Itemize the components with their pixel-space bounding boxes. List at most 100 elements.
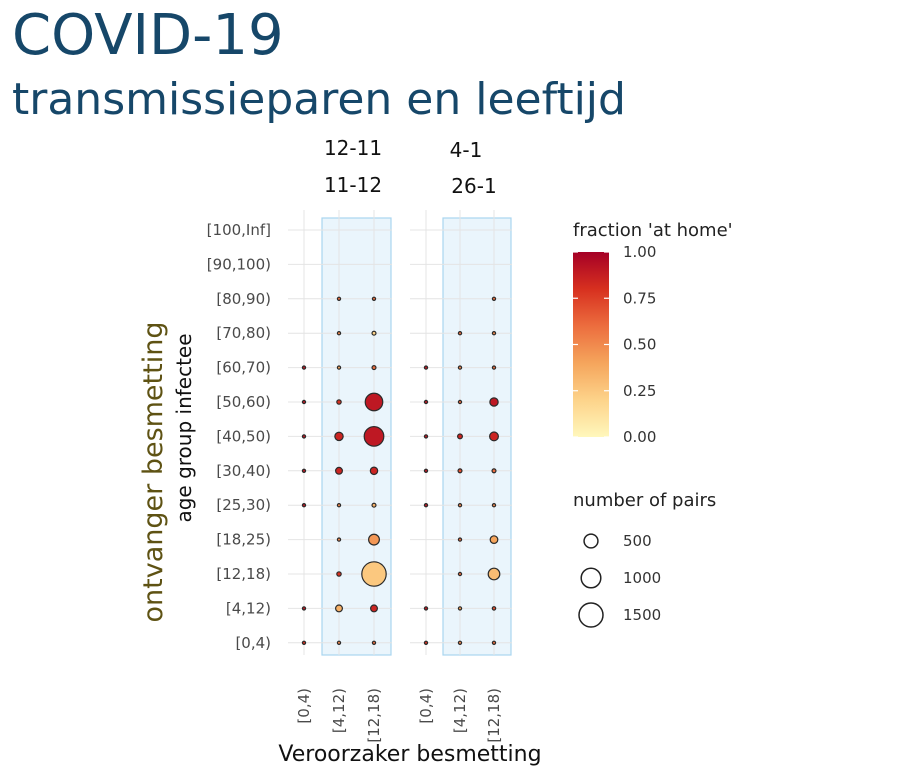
data-point (336, 503, 342, 508)
x-tick-labels: [0,4) [4,12) [12,18) [0,4) [4,12) [12,18) (295, 688, 503, 743)
data-point (491, 503, 497, 508)
panel-1 (288, 210, 392, 656)
data-point (491, 331, 497, 336)
data-point (487, 567, 501, 581)
page-subtitle: transmissieparen en leeftijd (12, 74, 626, 125)
data-point (336, 640, 342, 646)
data-point (335, 466, 343, 475)
size-legend-title: number of pairs (573, 490, 716, 511)
data-point (301, 606, 307, 611)
data-point (423, 640, 429, 646)
data-point (423, 434, 429, 439)
data-point (363, 426, 385, 447)
page-title: COVID-19 (12, 3, 284, 68)
data-point (423, 503, 429, 508)
color-legend-title: fraction 'at home' (573, 220, 733, 241)
data-point (457, 606, 463, 611)
data-point (364, 392, 384, 412)
data-point (457, 571, 463, 577)
y-tick-label: [0,4) (235, 634, 271, 652)
data-point (301, 399, 307, 405)
data-point (491, 296, 497, 301)
data-point (423, 365, 429, 370)
data-point (369, 466, 379, 476)
data-point (423, 399, 429, 405)
data-point (423, 606, 429, 611)
data-point (491, 606, 497, 611)
data-point (301, 503, 307, 508)
y-tick-label: [4,12) (226, 599, 271, 617)
panel1-period-label-1: 12-11 (324, 136, 382, 160)
y-axis-sublabel: age group infectee (172, 333, 196, 522)
y-tick-label: [80,90) (216, 290, 271, 308)
x-tick-label: [12,18) (485, 688, 503, 743)
data-point (489, 535, 499, 544)
y-tick-label: [18,25) (216, 531, 271, 549)
size-legend-circle (580, 567, 602, 589)
data-point (336, 365, 342, 370)
panel1-period-label-2: 11-12 (324, 173, 382, 197)
data-point (457, 365, 463, 370)
color-legend-tick-label: 1.00 (623, 243, 656, 261)
data-point (457, 640, 463, 646)
data-point (301, 434, 307, 439)
data-point (489, 431, 499, 442)
color-legend-tick-label: 0.25 (623, 382, 656, 400)
size-legend-circle (583, 533, 599, 549)
color-legend-bar (573, 252, 609, 437)
data-point (301, 365, 307, 370)
data-point (371, 330, 377, 336)
panel-2 (410, 210, 512, 656)
data-point (336, 399, 342, 405)
data-point (371, 640, 377, 646)
data-point (457, 331, 463, 336)
data-point (301, 468, 307, 473)
color-legend-tick-label: 0.50 (623, 336, 656, 354)
y-tick-label: [50,60) (216, 393, 271, 411)
panel2-period-label-1: 4-1 (450, 138, 483, 162)
size-legend-label: 1500 (623, 606, 661, 624)
data-point (457, 433, 464, 440)
data-point (368, 533, 380, 546)
y-tick-label: [70,80) (216, 324, 271, 342)
data-point (371, 296, 377, 301)
size-legend-items: 500 1000 1500 (578, 532, 661, 628)
data-point (371, 365, 377, 371)
data-point (336, 571, 342, 577)
data-point (361, 561, 387, 587)
panel2-period-label-2: 26-1 (451, 174, 496, 198)
y-tick-label: [25,30) (216, 496, 271, 514)
x-tick-label: [0,4) (295, 688, 313, 724)
panels-group (288, 210, 512, 656)
y-tick-label: [100,Inf] (207, 221, 271, 239)
y-tick-label: [12,18) (216, 565, 271, 583)
y-tick-labels: [0,4) [4,12) [12,18) [18,25) [25,30) [30,40) [… (207, 221, 271, 652)
y-axis-label: ontvanger besmetting (138, 322, 169, 623)
data-point (423, 468, 429, 473)
data-point (457, 399, 463, 405)
data-point (491, 468, 497, 474)
color-legend-tick-label: 0.75 (623, 289, 656, 307)
x-tick-label: [0,4) (417, 688, 435, 724)
y-tick-label: [90,100) (207, 255, 271, 273)
data-point (457, 503, 463, 508)
x-axis-label: Veroorzaker besmetting (278, 742, 541, 767)
data-point (491, 640, 497, 646)
x-tick-label: [12,18) (365, 688, 383, 743)
data-point (457, 468, 463, 474)
data-point (457, 537, 463, 542)
data-point (489, 397, 499, 407)
x-tick-label: [4,12) (330, 688, 348, 733)
data-point (336, 537, 342, 542)
size-legend-label: 500 (623, 532, 652, 550)
x-tick-label: [4,12) (451, 688, 469, 733)
data-point (336, 331, 342, 336)
data-point (334, 431, 344, 442)
data-point (371, 502, 377, 508)
color-legend-tick-label: 0.00 (623, 428, 656, 446)
y-tick-label: [40,50) (216, 427, 271, 445)
size-legend-label: 1000 (623, 569, 661, 587)
data-point (491, 365, 497, 370)
y-tick-label: [30,40) (216, 462, 271, 480)
